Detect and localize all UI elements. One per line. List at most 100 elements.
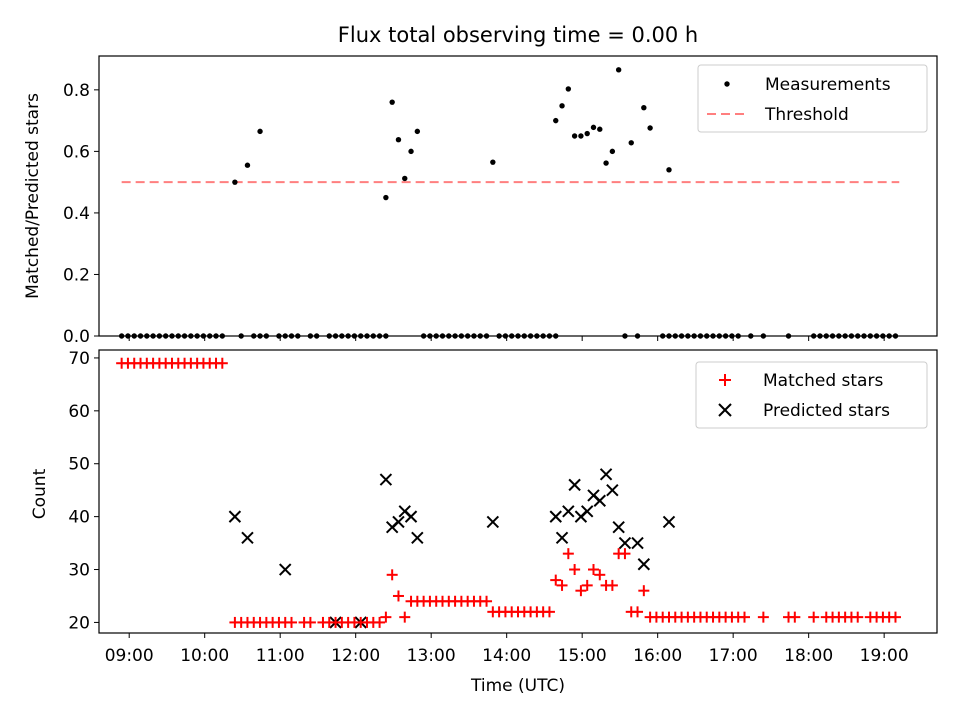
predicted-star-stroke — [568, 478, 581, 492]
matched-star-point — [852, 611, 864, 623]
top-panel: 0.00.20.40.60.8 Matched/Predicted stars … — [23, 55, 938, 347]
predicted-star-stroke — [631, 536, 644, 550]
measurement-point — [892, 333, 899, 339]
measurement-point — [823, 333, 829, 339]
bottom-y-tick-label: 70 — [68, 349, 90, 369]
measurement-point — [389, 99, 395, 105]
measurement-point — [836, 333, 842, 339]
measurement-point — [477, 333, 483, 339]
measurement-point — [458, 333, 465, 339]
measurement-point — [276, 333, 282, 339]
x-tick-label: 13:00 — [407, 646, 456, 666]
matched-star-point — [392, 590, 404, 602]
measurement-point — [597, 126, 603, 132]
measurement-point — [615, 67, 622, 73]
predicted-star-stroke — [411, 531, 424, 544]
x-tick-label: 15:00 — [558, 646, 607, 666]
measurement-point — [313, 333, 320, 339]
measurement-point — [188, 333, 194, 339]
measurement-point — [194, 333, 200, 339]
predicted-star-stroke — [379, 473, 393, 486]
measurement-point — [402, 175, 408, 182]
measurement-point — [175, 333, 181, 339]
measurement-point — [855, 333, 861, 339]
measurement-point — [150, 333, 156, 339]
matched-star-point — [587, 564, 599, 576]
measurement-point — [257, 128, 263, 135]
predicted-star-point — [486, 515, 500, 529]
matched-star-point — [638, 585, 650, 597]
x-tick-label: 18:00 — [784, 646, 833, 666]
x-tick-label: 11:00 — [256, 646, 305, 666]
predicted-star-stroke — [562, 505, 575, 518]
measurement-point — [169, 333, 175, 339]
measurement-point — [634, 333, 641, 339]
measurement-point — [785, 333, 792, 339]
measurement-points — [118, 67, 899, 339]
matched-star-points — [116, 357, 901, 628]
matched-star-point — [481, 595, 493, 607]
measurement-point — [622, 333, 628, 339]
measurement-point — [590, 124, 597, 131]
measurement-point — [257, 333, 263, 339]
predicted-star-stroke — [606, 483, 619, 497]
measurement-point — [383, 333, 389, 339]
measurement-point — [383, 194, 389, 201]
predicted-star-stroke — [392, 515, 405, 529]
measurement-point — [848, 333, 855, 339]
predicted-star-stroke — [612, 520, 625, 534]
measurement-point — [553, 117, 559, 124]
x-tick-label: 12:00 — [331, 646, 380, 666]
matched-star-point — [286, 616, 298, 628]
measurement-point — [571, 133, 578, 139]
predicted-stars-legend-marker — [718, 403, 732, 417]
measurement-point — [628, 140, 634, 146]
predicted-stars-legend-label: Predicted stars — [763, 401, 890, 421]
matched-stars-legend-marker — [719, 374, 731, 386]
predicted-star-point — [618, 536, 632, 550]
top-legend-box — [697, 64, 928, 133]
predicted-star-stroke — [593, 494, 606, 507]
measurement-point — [641, 104, 647, 111]
measurement-point — [420, 333, 427, 339]
top-y-tick-label: 0.8 — [63, 81, 90, 101]
matched-star-point — [606, 579, 618, 591]
matched-star-point — [216, 357, 228, 369]
predicted-star-point — [580, 505, 594, 518]
matched-star-point — [374, 616, 386, 628]
top-y-axis-label: Matched/Predicted stars — [23, 93, 43, 299]
measurement-point — [251, 333, 257, 339]
measurement-point — [540, 333, 546, 339]
measurement-point — [748, 333, 754, 339]
measurement-point — [760, 333, 767, 339]
matched-star-point — [399, 611, 411, 623]
matched-star-point — [581, 579, 593, 591]
x-tick-label: 09:00 — [105, 646, 154, 666]
matched-star-point — [808, 611, 820, 623]
measurement-point — [722, 333, 729, 339]
predicted-star-point — [404, 510, 418, 523]
measurement-point — [376, 333, 383, 339]
predicted-star-point — [662, 515, 676, 529]
measurement-point — [370, 333, 377, 339]
measurement-point — [131, 333, 137, 339]
measurement-point — [565, 86, 572, 92]
measurement-point — [697, 333, 704, 339]
matched-star-point — [632, 606, 644, 618]
top-y-tick-label: 0.0 — [63, 327, 90, 347]
predicted-star-point — [612, 520, 625, 534]
measurement-point — [471, 333, 477, 339]
top-y-tick-label: 0.6 — [63, 142, 90, 162]
measurement-point — [125, 333, 131, 339]
predicted-star-stroke — [580, 505, 594, 518]
measurement-point — [464, 333, 471, 339]
measurement-point — [200, 333, 207, 339]
measurement-point — [817, 333, 823, 339]
matched-star-point — [386, 569, 398, 581]
measurement-point — [339, 333, 345, 339]
measurement-point — [118, 333, 125, 339]
top-y-tick-label: 0.4 — [63, 204, 90, 224]
predicted-star-stroke — [555, 531, 569, 544]
measurement-point — [181, 333, 188, 339]
